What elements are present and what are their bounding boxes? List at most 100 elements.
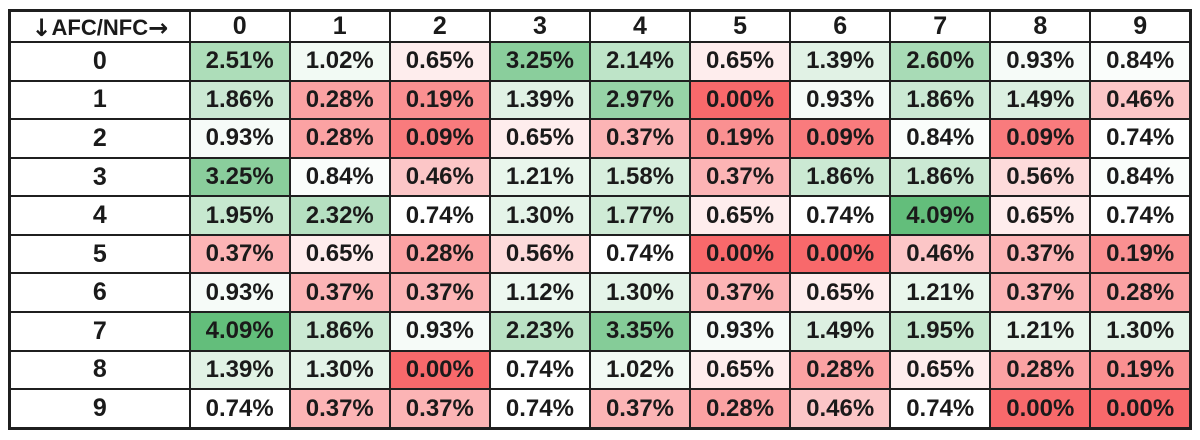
probability-cell-8-2[interactable]: 0.00% (388, 349, 491, 391)
probability-cell-5-1[interactable]: 0.65% (288, 233, 391, 275)
probability-cell-4-4[interactable]: 1.77% (588, 195, 692, 236)
probability-cell-9-4[interactable]: 0.37% (588, 388, 692, 430)
probability-cell-8-9[interactable]: 0.19% (1089, 349, 1192, 391)
column-header-5[interactable]: 5 (689, 9, 792, 43)
probability-cell-2-3[interactable]: 0.65% (488, 118, 591, 159)
probability-cell-6-1[interactable]: 0.37% (288, 272, 391, 314)
probability-cell-3-8[interactable]: 0.56% (989, 156, 1092, 198)
probability-cell-3-2[interactable]: 0.46% (388, 156, 491, 198)
probability-cell-2-4[interactable]: 0.37% (588, 118, 692, 159)
probability-cell-8-6[interactable]: 0.28% (789, 349, 892, 391)
column-header-8[interactable]: 8 (989, 9, 1092, 43)
probability-cell-4-0[interactable]: 1.95% (188, 195, 291, 236)
probability-cell-3-4[interactable]: 1.58% (588, 156, 692, 198)
probability-cell-3-9[interactable]: 0.84% (1089, 156, 1192, 198)
probability-cell-5-6[interactable]: 0.00% (789, 233, 892, 275)
probability-cell-5-2[interactable]: 0.28% (388, 233, 491, 275)
probability-cell-2-7[interactable]: 0.84% (889, 118, 992, 159)
probability-cell-7-2[interactable]: 0.93% (388, 311, 491, 352)
probability-cell-0-7[interactable]: 2.60% (889, 41, 992, 82)
row-header-1[interactable]: 1 (8, 79, 191, 121)
row-header-6[interactable]: 6 (8, 272, 191, 314)
probability-cell-5-5[interactable]: 0.00% (689, 233, 792, 275)
probability-cell-7-8[interactable]: 1.21% (989, 311, 1092, 352)
probability-cell-2-5[interactable]: 0.19% (689, 118, 792, 159)
probability-cell-1-4[interactable]: 2.97% (588, 79, 692, 121)
probability-cell-7-4[interactable]: 3.35% (588, 311, 692, 352)
probability-cell-8-0[interactable]: 1.39% (188, 349, 291, 391)
probability-cell-1-7[interactable]: 1.86% (889, 79, 992, 121)
probability-cell-1-9[interactable]: 0.46% (1089, 79, 1192, 121)
probability-cell-9-5[interactable]: 0.28% (689, 388, 792, 430)
probability-cell-1-5[interactable]: 0.00% (689, 79, 792, 121)
probability-cell-8-7[interactable]: 0.65% (889, 349, 992, 391)
probability-cell-4-1[interactable]: 2.32% (288, 195, 391, 236)
probability-cell-0-1[interactable]: 1.02% (288, 41, 391, 82)
probability-cell-1-3[interactable]: 1.39% (488, 79, 591, 121)
probability-cell-4-9[interactable]: 0.74% (1089, 195, 1192, 236)
probability-cell-2-6[interactable]: 0.09% (789, 118, 892, 159)
corner-header-cell[interactable]: ↓AFC/NFC→ (8, 9, 191, 43)
row-header-3[interactable]: 3 (8, 156, 191, 198)
probability-cell-3-3[interactable]: 1.21% (488, 156, 591, 198)
row-header-7[interactable]: 7 (8, 311, 191, 352)
probability-cell-9-0[interactable]: 0.74% (188, 388, 291, 430)
probability-cell-4-8[interactable]: 0.65% (989, 195, 1092, 236)
probability-cell-0-2[interactable]: 0.65% (388, 41, 491, 82)
probability-cell-7-5[interactable]: 0.93% (689, 311, 792, 352)
probability-cell-5-7[interactable]: 0.46% (889, 233, 992, 275)
column-header-7[interactable]: 7 (889, 9, 992, 43)
probability-cell-3-0[interactable]: 3.25% (188, 156, 291, 198)
row-header-0[interactable]: 0 (8, 41, 191, 82)
probability-cell-2-1[interactable]: 0.28% (288, 118, 391, 159)
probability-cell-3-6[interactable]: 1.86% (789, 156, 892, 198)
probability-cell-0-9[interactable]: 0.84% (1089, 41, 1192, 82)
probability-cell-5-3[interactable]: 0.56% (488, 233, 591, 275)
row-header-8[interactable]: 8 (8, 349, 191, 391)
probability-cell-0-6[interactable]: 1.39% (789, 41, 892, 82)
probability-cell-2-2[interactable]: 0.09% (388, 118, 491, 159)
row-header-4[interactable]: 4 (8, 195, 191, 236)
probability-cell-1-0[interactable]: 1.86% (188, 79, 291, 121)
probability-cell-8-3[interactable]: 0.74% (488, 349, 591, 391)
probability-cell-0-3[interactable]: 3.25% (488, 41, 591, 82)
probability-cell-7-1[interactable]: 1.86% (288, 311, 391, 352)
probability-cell-0-0[interactable]: 2.51% (188, 41, 291, 82)
probability-cell-8-1[interactable]: 1.30% (288, 349, 391, 391)
column-header-0[interactable]: 0 (188, 9, 291, 43)
column-header-3[interactable]: 3 (488, 9, 591, 43)
probability-cell-7-0[interactable]: 4.09% (188, 311, 291, 352)
probability-cell-4-7[interactable]: 4.09% (889, 195, 992, 236)
probability-cell-7-6[interactable]: 1.49% (789, 311, 892, 352)
probability-cell-6-6[interactable]: 0.65% (789, 272, 892, 314)
probability-cell-4-2[interactable]: 0.74% (388, 195, 491, 236)
probability-cell-4-6[interactable]: 0.74% (789, 195, 892, 236)
probability-cell-9-9[interactable]: 0.00% (1089, 388, 1192, 430)
probability-cell-8-5[interactable]: 0.65% (689, 349, 792, 391)
probability-cell-7-9[interactable]: 1.30% (1089, 311, 1192, 352)
probability-cell-6-2[interactable]: 0.37% (388, 272, 491, 314)
probability-cell-0-4[interactable]: 2.14% (588, 41, 692, 82)
probability-cell-7-7[interactable]: 1.95% (889, 311, 992, 352)
probability-cell-8-4[interactable]: 1.02% (588, 349, 692, 391)
probability-cell-6-0[interactable]: 0.93% (188, 272, 291, 314)
probability-cell-9-7[interactable]: 0.74% (889, 388, 992, 430)
probability-cell-9-1[interactable]: 0.37% (288, 388, 391, 430)
column-header-1[interactable]: 1 (288, 9, 391, 43)
probability-cell-4-3[interactable]: 1.30% (488, 195, 591, 236)
column-header-4[interactable]: 4 (588, 9, 692, 43)
probability-cell-6-3[interactable]: 1.12% (488, 272, 591, 314)
column-header-6[interactable]: 6 (789, 9, 892, 43)
probability-cell-0-8[interactable]: 0.93% (989, 41, 1092, 82)
probability-cell-2-0[interactable]: 0.93% (188, 118, 291, 159)
row-header-2[interactable]: 2 (8, 118, 191, 159)
probability-cell-8-8[interactable]: 0.28% (989, 349, 1092, 391)
probability-cell-2-9[interactable]: 0.74% (1089, 118, 1192, 159)
column-header-2[interactable]: 2 (388, 9, 491, 43)
probability-cell-1-8[interactable]: 1.49% (989, 79, 1092, 121)
probability-cell-9-8[interactable]: 0.00% (989, 388, 1092, 430)
probability-cell-6-8[interactable]: 0.37% (989, 272, 1092, 314)
probability-cell-5-0[interactable]: 0.37% (188, 233, 291, 275)
probability-cell-6-5[interactable]: 0.37% (689, 272, 792, 314)
probability-cell-0-5[interactable]: 0.65% (689, 41, 792, 82)
